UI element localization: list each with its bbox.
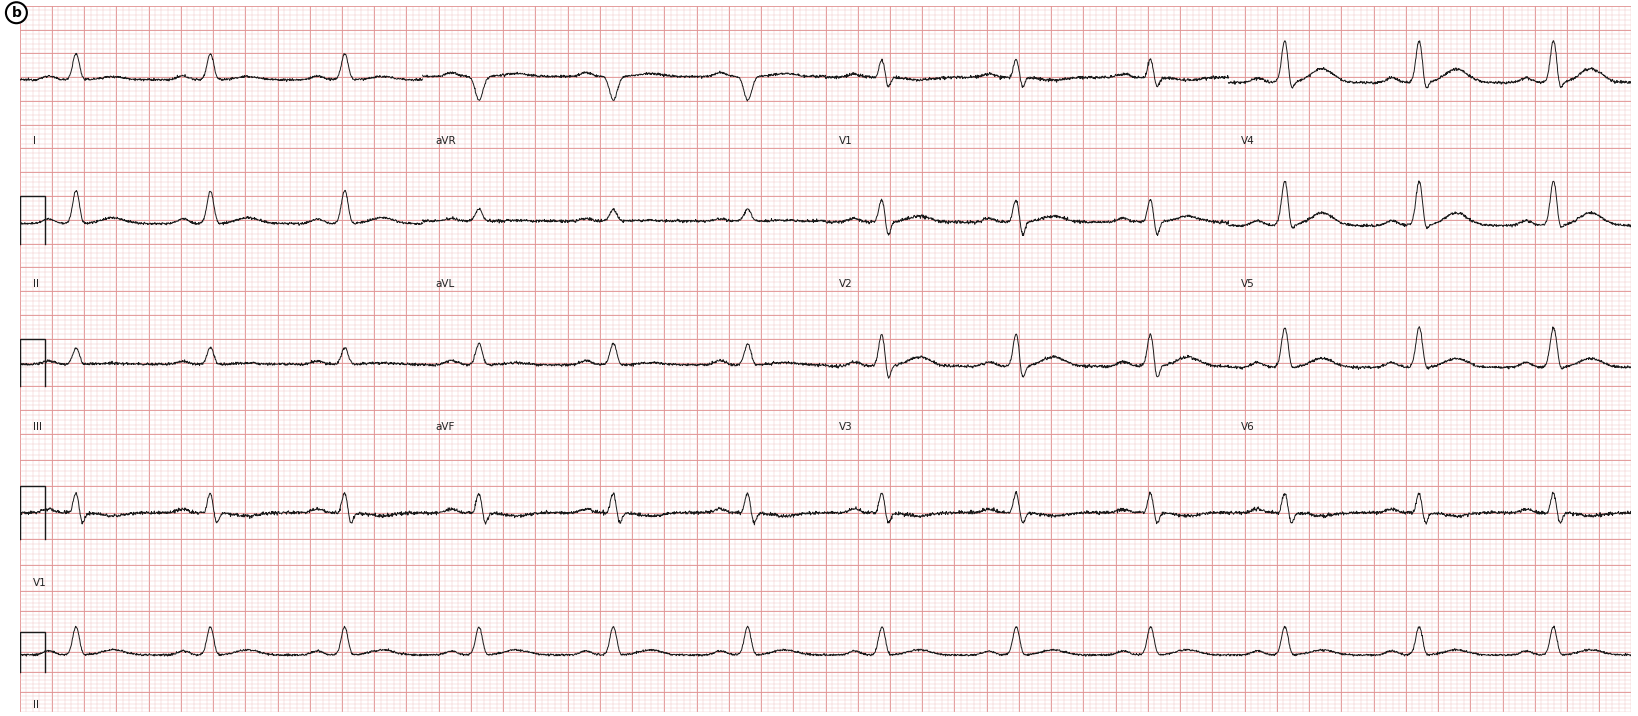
Text: V1: V1	[33, 579, 46, 589]
Text: V3: V3	[839, 422, 852, 432]
Text: V1: V1	[839, 136, 852, 146]
Text: aVF: aVF	[436, 422, 455, 432]
Text: V4: V4	[1242, 136, 1255, 146]
Text: V5: V5	[1242, 279, 1255, 289]
Text: V2: V2	[839, 279, 852, 289]
Text: aVL: aVL	[436, 279, 455, 289]
Text: III: III	[33, 422, 41, 432]
Text: II: II	[33, 279, 39, 289]
Text: b: b	[11, 6, 21, 20]
Text: I: I	[33, 136, 36, 146]
Text: aVR: aVR	[436, 136, 455, 146]
Text: V6: V6	[1242, 422, 1255, 432]
Text: II: II	[33, 700, 39, 710]
